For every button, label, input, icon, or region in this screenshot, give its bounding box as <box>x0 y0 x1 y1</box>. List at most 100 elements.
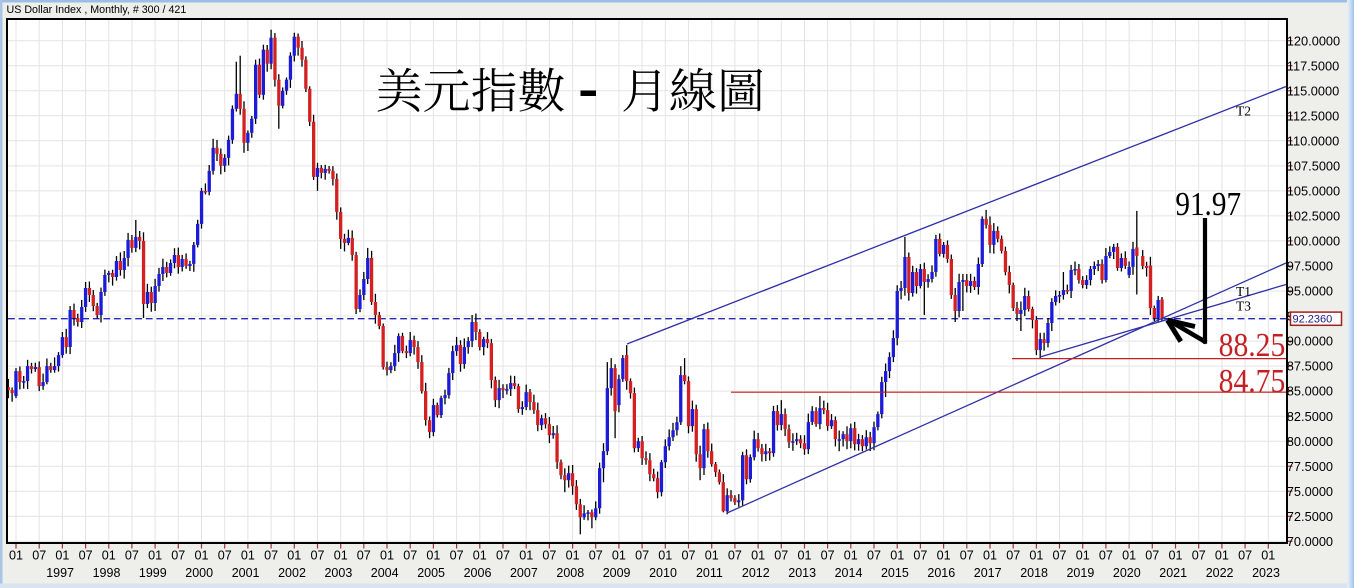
svg-text:110.0000: 110.0000 <box>1287 133 1339 148</box>
svg-text:2005: 2005 <box>417 566 445 580</box>
svg-text:07: 07 <box>542 548 556 562</box>
svg-text:77.5000: 77.5000 <box>1287 459 1333 474</box>
svg-text:2021: 2021 <box>1159 566 1187 580</box>
svg-text:07: 07 <box>1145 548 1159 562</box>
svg-text:2018: 2018 <box>1020 566 1048 580</box>
svg-text:107.5000: 107.5000 <box>1287 159 1340 174</box>
svg-text:01: 01 <box>612 548 626 562</box>
svg-text:07: 07 <box>774 548 788 562</box>
svg-text:2006: 2006 <box>464 566 492 580</box>
svg-text:07: 07 <box>403 548 417 562</box>
svg-text:07: 07 <box>821 548 835 562</box>
svg-text:01: 01 <box>844 548 858 562</box>
svg-text:01: 01 <box>148 548 162 562</box>
svg-text:75.0000: 75.0000 <box>1287 484 1333 499</box>
svg-text:90.0000: 90.0000 <box>1287 334 1333 349</box>
svg-text:2023: 2023 <box>1252 566 1280 580</box>
svg-text:2017: 2017 <box>974 566 1002 580</box>
svg-text:01: 01 <box>473 548 487 562</box>
svg-text:07: 07 <box>728 548 742 562</box>
svg-text:01: 01 <box>1168 548 1182 562</box>
svg-text:01: 01 <box>1076 548 1090 562</box>
svg-text:07: 07 <box>1052 548 1066 562</box>
svg-text:07: 07 <box>867 548 881 562</box>
svg-text:07: 07 <box>1099 548 1113 562</box>
svg-text:91.97: 91.97 <box>1175 185 1241 222</box>
svg-text:01: 01 <box>1261 548 1275 562</box>
svg-text:2003: 2003 <box>324 566 352 580</box>
svg-text:01: 01 <box>658 548 672 562</box>
svg-text:01: 01 <box>797 548 811 562</box>
svg-text:01: 01 <box>890 548 904 562</box>
svg-text:T2: T2 <box>1236 104 1251 119</box>
svg-text:01: 01 <box>55 548 69 562</box>
svg-text:01: 01 <box>751 548 765 562</box>
svg-text:07: 07 <box>218 548 232 562</box>
svg-text:07: 07 <box>357 548 371 562</box>
svg-text:01: 01 <box>983 548 997 562</box>
svg-text:105.0000: 105.0000 <box>1287 184 1340 199</box>
svg-text:2002: 2002 <box>278 566 306 580</box>
svg-text:80.0000: 80.0000 <box>1287 434 1333 449</box>
svg-text:85.0000: 85.0000 <box>1287 384 1333 399</box>
svg-text:07: 07 <box>1238 548 1252 562</box>
svg-text:07: 07 <box>79 548 93 562</box>
svg-text:01: 01 <box>194 548 208 562</box>
svg-text:97.5000: 97.5000 <box>1287 259 1333 274</box>
svg-text:T1: T1 <box>1236 284 1251 299</box>
svg-text:01: 01 <box>566 548 580 562</box>
svg-text:2004: 2004 <box>371 566 399 580</box>
svg-text:102.5000: 102.5000 <box>1287 209 1340 224</box>
svg-text:07: 07 <box>310 548 324 562</box>
svg-text:2013: 2013 <box>788 566 816 580</box>
svg-text:2020: 2020 <box>1113 566 1141 580</box>
svg-text:117.5000: 117.5000 <box>1287 58 1339 73</box>
svg-text:01: 01 <box>287 548 301 562</box>
svg-text:07: 07 <box>960 548 974 562</box>
svg-text:01: 01 <box>102 548 116 562</box>
svg-text:2014: 2014 <box>835 566 863 580</box>
svg-text:07: 07 <box>635 548 649 562</box>
svg-text:07: 07 <box>913 548 927 562</box>
svg-text:07: 07 <box>450 548 464 562</box>
svg-text:2001: 2001 <box>232 566 260 580</box>
svg-text:01: 01 <box>1122 548 1136 562</box>
svg-text:01: 01 <box>380 548 394 562</box>
svg-text:2011: 2011 <box>696 566 723 580</box>
svg-text:07: 07 <box>589 548 603 562</box>
svg-text:1997: 1997 <box>46 566 74 580</box>
svg-text:82.5000: 82.5000 <box>1287 409 1333 424</box>
svg-text:2009: 2009 <box>603 566 631 580</box>
svg-text:2019: 2019 <box>1066 566 1094 580</box>
svg-text:01: 01 <box>937 548 951 562</box>
svg-text:01: 01 <box>334 548 348 562</box>
svg-text:07: 07 <box>125 548 139 562</box>
svg-text:87.5000: 87.5000 <box>1287 359 1333 374</box>
svg-text:2012: 2012 <box>742 566 770 580</box>
svg-text:07: 07 <box>496 548 510 562</box>
svg-text:US Dollar Index , Monthly, # 3: US Dollar Index , Monthly, # 300 / 421 <box>7 4 187 16</box>
svg-text:115.0000: 115.0000 <box>1287 83 1339 98</box>
svg-text:1998: 1998 <box>93 566 121 580</box>
svg-text:07: 07 <box>32 548 46 562</box>
svg-text:70.0000: 70.0000 <box>1287 534 1333 549</box>
svg-text:01: 01 <box>1215 548 1229 562</box>
svg-text:T3: T3 <box>1236 299 1251 314</box>
svg-text:112.5000: 112.5000 <box>1287 108 1339 123</box>
svg-text:120.0000: 120.0000 <box>1287 33 1340 48</box>
svg-text:2008: 2008 <box>556 566 584 580</box>
svg-text:2015: 2015 <box>881 566 909 580</box>
svg-text:07: 07 <box>681 548 695 562</box>
svg-text:07: 07 <box>264 548 278 562</box>
svg-text:92.2360: 92.2360 <box>1293 314 1333 326</box>
svg-text:100.0000: 100.0000 <box>1287 234 1340 249</box>
svg-text:72.5000: 72.5000 <box>1287 509 1333 524</box>
svg-text:01: 01 <box>705 548 719 562</box>
svg-text:88.25: 88.25 <box>1219 326 1286 363</box>
svg-text:01: 01 <box>1029 548 1043 562</box>
svg-text:07: 07 <box>171 548 185 562</box>
svg-text:2022: 2022 <box>1206 566 1234 580</box>
svg-text:2016: 2016 <box>927 566 955 580</box>
svg-text:01: 01 <box>241 548 255 562</box>
svg-text:1999: 1999 <box>139 566 167 580</box>
